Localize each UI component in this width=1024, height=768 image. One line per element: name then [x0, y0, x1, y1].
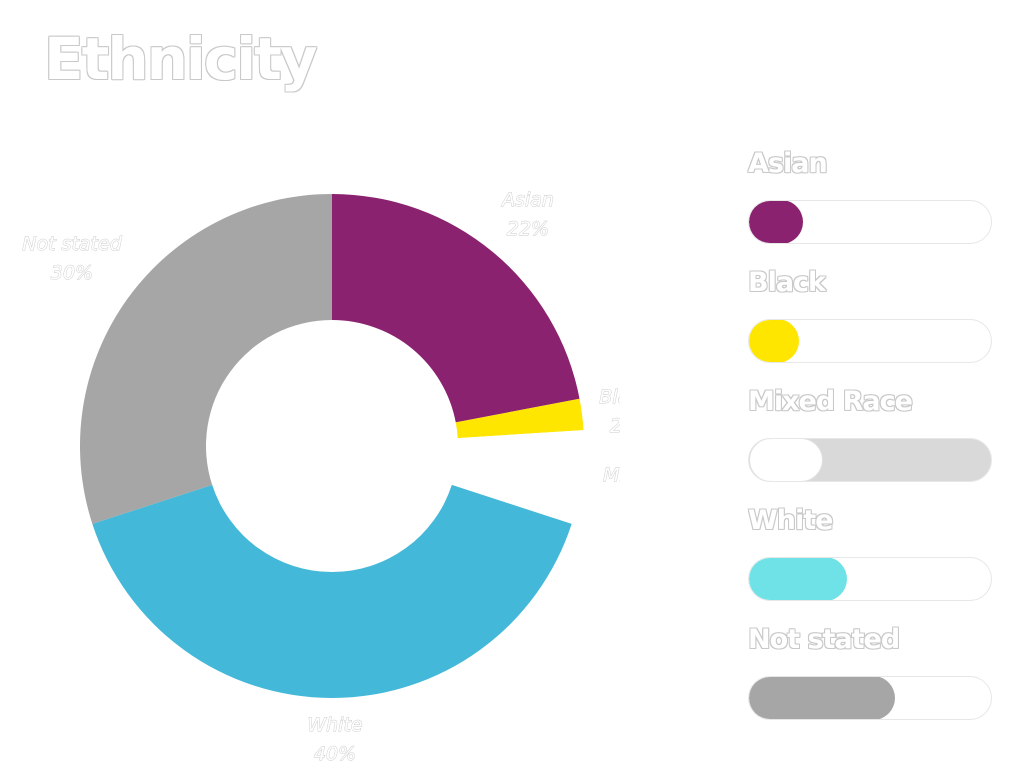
legend-item-mixed-race: Mixed Race: [748, 386, 994, 482]
slice-label-white: White: [307, 714, 362, 736]
slice-label-asian: Asian: [500, 189, 554, 211]
legend-fill-black: [749, 320, 799, 362]
legend-fill-white: [749, 558, 847, 600]
legend-fill-not-stated: [749, 677, 896, 719]
slice-white: [92, 484, 572, 699]
slice-label-mixed-race: Mixed Race: [603, 464, 620, 486]
legend-item-white: White: [748, 505, 994, 601]
slice-label-not-stated: Not stated: [22, 233, 122, 255]
legend-label-white: White: [748, 505, 833, 536]
slice-black: [455, 398, 584, 439]
legend-label-mixed-race: Mixed Race: [748, 386, 913, 417]
chart-title: Ethnicity: [44, 25, 318, 93]
slice-value-not-stated: 30%: [51, 262, 93, 284]
legend-label-black: Black: [748, 267, 826, 298]
legend-bar-white: [748, 557, 992, 601]
legend-item-asian: Asian: [748, 148, 994, 244]
legend-bar-not-stated: [748, 676, 992, 720]
legend-bar-asian: [748, 200, 992, 244]
legend-bar-mixed-race: [748, 438, 992, 482]
slice-value-asian: 22%: [507, 218, 549, 240]
donut-slices: [79, 194, 584, 699]
slice-asian: [332, 194, 580, 423]
slice-value-white: 40%: [314, 743, 356, 765]
legend-item-not-stated: Not stated: [748, 624, 994, 720]
legend-fill-asian: [749, 201, 803, 243]
legend-label-not-stated: Not stated: [748, 624, 900, 655]
legend-item-black: Black: [748, 267, 994, 363]
slice-not-stated: [79, 194, 333, 524]
slice-mixed-race: [451, 430, 584, 524]
slice-label-black: Black: [599, 386, 620, 408]
legend-bar-black: [748, 319, 992, 363]
legend-label-asian: Asian: [748, 148, 828, 179]
slice-value-black: 2%: [610, 415, 620, 437]
legend-fill-mixed-race: [749, 439, 823, 481]
